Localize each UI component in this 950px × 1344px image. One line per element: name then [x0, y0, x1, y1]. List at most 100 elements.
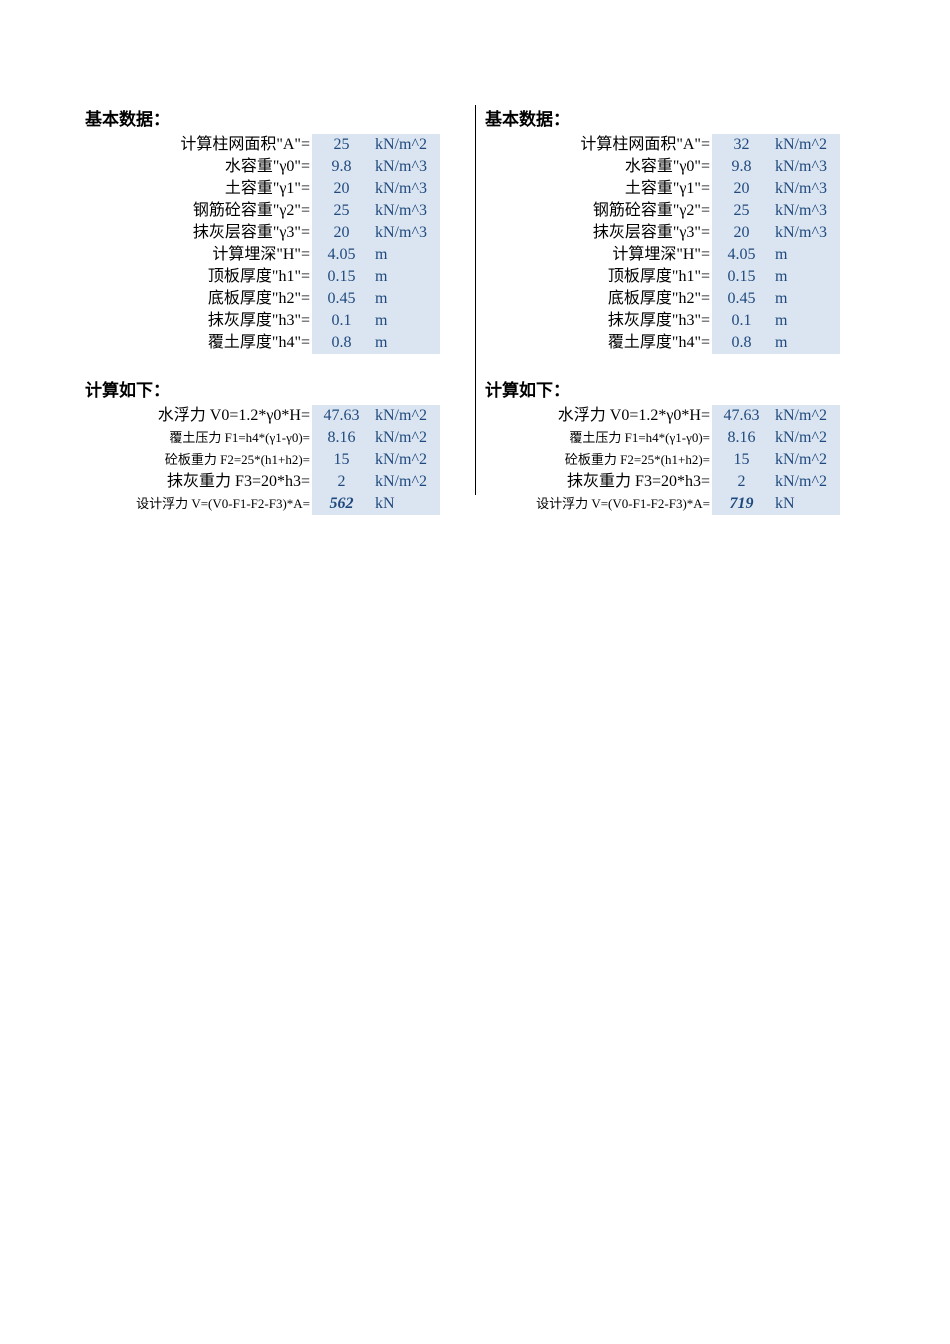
row-label: 计算柱网面积"A"= — [85, 134, 312, 156]
row-value: 2 — [312, 471, 371, 493]
row-unit: m — [371, 266, 440, 288]
data-row: 抹灰厚度"h3"=0.1m — [85, 310, 465, 332]
row-unit: kN/m^3 — [371, 222, 440, 244]
row-value: 2 — [712, 471, 771, 493]
data-row: 土容重"γ1"=20kN/m^3 — [85, 178, 465, 200]
data-row: 钢筋砼容重"γ2"=25kN/m^3 — [485, 200, 865, 222]
row-unit: m — [371, 288, 440, 310]
data-row: 抹灰厚度"h3"=0.1m — [485, 310, 865, 332]
vertical-line-icon — [475, 105, 476, 495]
data-row: 抹灰重力 F3=20*h3=2kN/m^2 — [85, 471, 465, 493]
data-row: 顶板厚度"h1"=0.15m — [85, 266, 465, 288]
row-unit: kN/m^2 — [771, 449, 840, 471]
row-value: 20 — [712, 222, 771, 244]
row-label: 覆土厚度"h4"= — [485, 332, 712, 354]
row-unit: kN/m^3 — [771, 178, 840, 200]
row-value: 562 — [312, 493, 371, 515]
basic-data-rows-left: 计算柱网面积"A"=25kN/m^2水容重"γ0"=9.8kN/m^3土容重"γ… — [85, 134, 465, 354]
data-row: 抹灰层容重"γ3"=20kN/m^3 — [485, 222, 865, 244]
page-container: 基本数据： 计算柱网面积"A"=25kN/m^2水容重"γ0"=9.8kN/m^… — [0, 0, 950, 515]
row-value: 25 — [312, 200, 371, 222]
row-unit: m — [371, 332, 440, 354]
row-value: 719 — [712, 493, 771, 515]
data-row: 抹灰重力 F3=20*h3=2kN/m^2 — [485, 471, 865, 493]
row-unit: m — [771, 332, 840, 354]
row-label: 底板厚度"h2"= — [485, 288, 712, 310]
row-unit: kN/m^2 — [371, 427, 440, 449]
data-row: 底板厚度"h2"=0.45m — [85, 288, 465, 310]
row-label: 抹灰厚度"h3"= — [85, 310, 312, 332]
row-label: 覆土压力 F1=h4*(γ1-γ0)= — [485, 427, 712, 449]
row-label: 砼板重力 F2=25*(h1+h2)= — [85, 449, 312, 471]
row-value: 0.15 — [312, 266, 371, 288]
row-value: 8.16 — [312, 427, 371, 449]
row-unit: kN/m^2 — [371, 449, 440, 471]
row-unit: m — [371, 244, 440, 266]
row-label: 钢筋砼容重"γ2"= — [85, 200, 312, 222]
row-label: 计算埋深"H"= — [85, 244, 312, 266]
basic-data-rows-right: 计算柱网面积"A"=32kN/m^2水容重"γ0"=9.8kN/m^3土容重"γ… — [485, 134, 865, 354]
row-label: 抹灰层容重"γ3"= — [85, 222, 312, 244]
row-unit: m — [771, 244, 840, 266]
row-value: 9.8 — [712, 156, 771, 178]
data-row: 抹灰层容重"γ3"=20kN/m^3 — [85, 222, 465, 244]
row-label: 底板厚度"h2"= — [85, 288, 312, 310]
row-label: 设计浮力 V=(V0-F1-F2-F3)*A= — [485, 493, 712, 515]
row-unit: kN/m^3 — [371, 178, 440, 200]
data-row: 土容重"γ1"=20kN/m^3 — [485, 178, 865, 200]
row-unit: m — [771, 310, 840, 332]
data-row: 水容重"γ0"=9.8kN/m^3 — [485, 156, 865, 178]
data-row: 钢筋砼容重"γ2"=25kN/m^3 — [85, 200, 465, 222]
row-unit: kN/m^2 — [771, 405, 840, 427]
row-label: 顶板厚度"h1"= — [85, 266, 312, 288]
row-label: 抹灰层容重"γ3"= — [485, 222, 712, 244]
row-value: 47.63 — [312, 405, 371, 427]
row-label: 水容重"γ0"= — [485, 156, 712, 178]
row-unit: m — [771, 288, 840, 310]
data-row: 覆土压力 F1=h4*(γ1-γ0)=8.16kN/m^2 — [85, 427, 465, 449]
row-label: 抹灰重力 F3=20*h3= — [85, 471, 312, 493]
row-value: 0.8 — [712, 332, 771, 354]
row-unit: m — [371, 310, 440, 332]
row-value: 0.8 — [312, 332, 371, 354]
row-unit: kN/m^2 — [371, 405, 440, 427]
row-label: 钢筋砼容重"γ2"= — [485, 200, 712, 222]
data-row: 计算埋深"H"=4.05m — [85, 244, 465, 266]
right-column: 基本数据： 计算柱网面积"A"=32kN/m^2水容重"γ0"=9.8kN/m^… — [485, 105, 865, 515]
row-unit: kN/m^3 — [371, 156, 440, 178]
row-label: 顶板厚度"h1"= — [485, 266, 712, 288]
row-value: 20 — [312, 222, 371, 244]
row-unit: kN/m^2 — [771, 134, 840, 156]
basic-data-title-right: 基本数据： — [485, 105, 865, 130]
data-row: 砼板重力 F2=25*(h1+h2)=15kN/m^2 — [485, 449, 865, 471]
left-column: 基本数据： 计算柱网面积"A"=25kN/m^2水容重"γ0"=9.8kN/m^… — [85, 105, 465, 515]
row-label: 计算柱网面积"A"= — [485, 134, 712, 156]
row-value: 15 — [312, 449, 371, 471]
data-row: 底板厚度"h2"=0.45m — [485, 288, 865, 310]
row-value: 4.05 — [712, 244, 771, 266]
row-label: 覆土厚度"h4"= — [85, 332, 312, 354]
row-unit: kN/m^3 — [771, 200, 840, 222]
row-value: 25 — [312, 134, 371, 156]
row-label: 设计浮力 V=(V0-F1-F2-F3)*A= — [85, 493, 312, 515]
row-value: 0.1 — [312, 310, 371, 332]
data-row: 覆土压力 F1=h4*(γ1-γ0)=8.16kN/m^2 — [485, 427, 865, 449]
row-value: 20 — [712, 178, 771, 200]
data-row: 顶板厚度"h1"=0.15m — [485, 266, 865, 288]
data-row: 设计浮力 V=(V0-F1-F2-F3)*A=562kN — [85, 493, 465, 515]
row-unit: kN/m^3 — [371, 200, 440, 222]
row-value: 0.45 — [712, 288, 771, 310]
row-unit: kN/m^3 — [771, 156, 840, 178]
row-label: 覆土压力 F1=h4*(γ1-γ0)= — [85, 427, 312, 449]
row-label: 土容重"γ1"= — [485, 178, 712, 200]
row-value: 0.1 — [712, 310, 771, 332]
row-unit: kN/m^3 — [771, 222, 840, 244]
data-row: 覆土厚度"h4"=0.8m — [85, 332, 465, 354]
data-row: 水浮力 V0=1.2*γ0*H=47.63kN/m^2 — [85, 405, 465, 427]
row-label: 水浮力 V0=1.2*γ0*H= — [85, 405, 312, 427]
row-label: 砼板重力 F2=25*(h1+h2)= — [485, 449, 712, 471]
row-value: 0.45 — [312, 288, 371, 310]
row-unit: kN/m^2 — [371, 134, 440, 156]
basic-data-title-left: 基本数据： — [85, 105, 465, 130]
calc-title-right: 计算如下： — [485, 376, 865, 401]
